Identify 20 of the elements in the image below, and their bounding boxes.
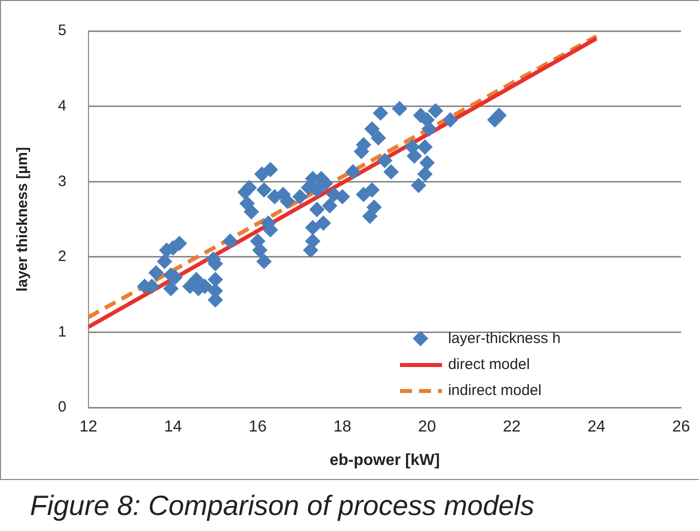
x-tick-label: 18 — [333, 418, 352, 436]
legend-label: indirect model — [448, 382, 542, 400]
legend-label: layer-thickness h — [448, 330, 561, 348]
y-tick-label: 4 — [58, 97, 66, 114]
y-tick-label: 3 — [58, 172, 66, 190]
x-tick-label: 20 — [418, 418, 436, 436]
x-tick-label: 22 — [502, 418, 521, 436]
x-tick-label: 16 — [248, 418, 267, 436]
y-tick-label: 2 — [58, 248, 66, 266]
y-tick-label: 0 — [58, 398, 66, 416]
x-tick-label: 14 — [164, 418, 182, 436]
x-tick-label: 24 — [588, 418, 606, 436]
caption: Figure 8: Comparison of process models — [30, 490, 534, 522]
x-tick-label: 12 — [79, 418, 98, 436]
y-tick-label: 5 — [58, 22, 66, 40]
x-tick-label: 26 — [672, 418, 690, 436]
x-axis-title: eb-power [kW] — [330, 452, 440, 469]
legend-label: direct model — [448, 356, 530, 374]
y-axis-title: layer thickness [µm] — [14, 147, 32, 292]
y-tick-label: 1 — [58, 323, 66, 340]
